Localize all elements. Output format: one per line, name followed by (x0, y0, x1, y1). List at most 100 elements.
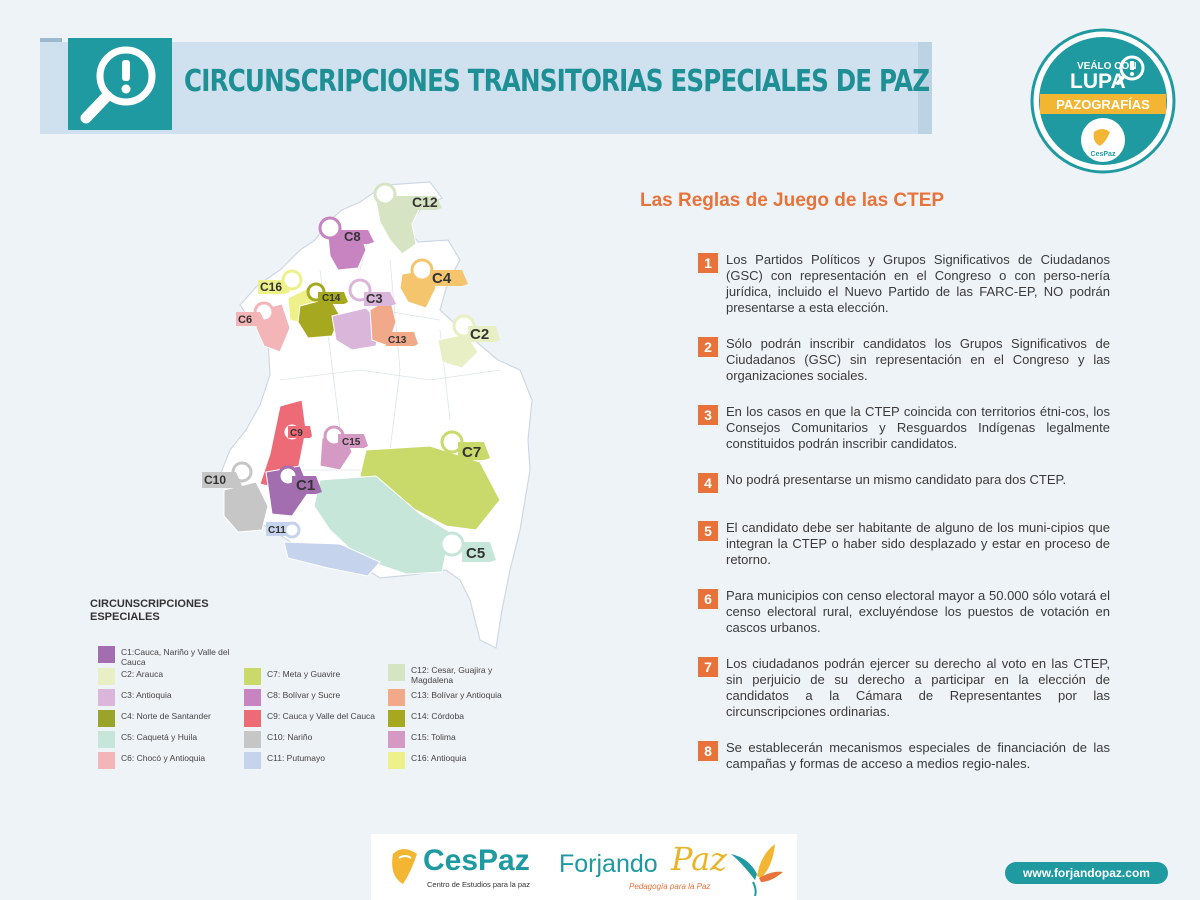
rule-item: 4 No podrá presentarse un mismo candidat… (698, 472, 1110, 493)
label-c2: C2 (470, 326, 489, 343)
legend-item-c9: C9: Cauca y Valle del Cauca (244, 710, 384, 727)
region-c5 (313, 475, 451, 575)
legend-swatch (244, 689, 261, 706)
callout-c16: C16 (258, 269, 303, 294)
legend-label: C11: Putumayo (267, 753, 325, 763)
legend-swatch (98, 646, 115, 663)
callout-c1: C1 (277, 465, 322, 494)
legend-item-c2: C2: Arauca (98, 668, 238, 685)
legend-swatch (388, 731, 405, 748)
label-c9: C9 (290, 428, 303, 439)
badge-ribbon: PAZOGRAFÍAS (1056, 97, 1150, 112)
label-c12: C12 (412, 194, 438, 210)
callout-c13: C13 (386, 332, 418, 346)
callout-c5: C5 (439, 531, 496, 562)
legend-swatch (98, 710, 115, 727)
label-c7: C7 (462, 444, 481, 461)
legend-label: C7: Meta y Guavire (267, 669, 341, 679)
cespaz-name: CesPaz (423, 844, 530, 877)
legend-label: C5: Caquetá y Huila (121, 732, 198, 742)
legend-swatch (388, 664, 405, 681)
legend-item-c7: C7: Meta y Guavire (244, 668, 384, 685)
legend-swatch (98, 752, 115, 769)
cespaz-logo-icon (392, 849, 417, 884)
legend-label: C14: Córdoba (411, 711, 464, 721)
label-c6: C6 (238, 314, 252, 326)
callout-c3: C3 (348, 278, 396, 306)
header-banner: CIRCUNSCRIPCIONES TRANSITORIAS ESPECIALE… (40, 38, 932, 136)
legend-label: C12: Cesar, Guajira y Magdalena (411, 665, 493, 685)
colombia-map: C12 C8 C4 C16 C14 C3 C6 C13 C2 (202, 181, 533, 649)
callout-c11: C11 (266, 521, 301, 539)
badge-line2: LUPA (1070, 70, 1126, 93)
rule-text: En los casos en que la CTEP coincida con… (726, 404, 1110, 451)
region-c10 (223, 481, 269, 533)
rule-number: 8 (698, 741, 718, 761)
legend-swatch (98, 731, 115, 748)
legend-label: C16: Antioquia (411, 753, 467, 763)
legend-swatch (244, 752, 261, 769)
callout-c9: C9 (281, 421, 312, 443)
legend-item-c15: C15: Tolima (388, 731, 528, 748)
forjando-subtitle: Pedagogía para la Paz (629, 882, 711, 891)
rule-text: Para municipios con censo electoral mayo… (726, 588, 1110, 635)
banner-fold-left (40, 38, 62, 44)
legend-title: CIRCUNSCRIPCIONES ESPECIALES (90, 598, 209, 623)
rule-text: El candidato debe ser habitante de algun… (726, 520, 1110, 567)
label-c8: C8 (344, 229, 361, 244)
paz-name: Paz (671, 840, 728, 878)
label-c14: C14 (322, 293, 341, 304)
footer-logos: CesPaz Centro de Estudios para la paz Fo… (371, 834, 797, 900)
cespaz-subtitle: Centro de Estudios para la paz (427, 880, 530, 889)
rule-number: 7 (698, 657, 718, 677)
rule-item: 8 Se establecerán mecanismos especiales … (698, 740, 1110, 772)
legend-item-c13: C13: Bolívar y Antioquia (388, 689, 528, 706)
legend-label: C1:Cauca, Nariño y Valle del Cauca (121, 647, 230, 667)
callout-c4: C4 (410, 258, 468, 287)
pazografias-badge: VEÁLO CON LUPA PAZOGRAFÍAS CesPaz (1030, 28, 1176, 174)
legend-item-c16: C16: Antioquia (388, 752, 528, 769)
legend-label: C8: Bolívar y Sucre (267, 690, 341, 700)
magnifier-icon (68, 38, 172, 130)
legend-swatch (244, 710, 261, 727)
callout-c12: C12 (373, 182, 442, 210)
callout-c2: C2 (452, 314, 500, 343)
callout-c6: C6 (236, 301, 275, 326)
forjando-name: Forjando (559, 850, 658, 878)
hummingbird-logo-icon (731, 844, 783, 896)
rule-text: Los Partidos Políticos y Grupos Signific… (726, 252, 1110, 315)
rule-text: No podrá presentarse un mismo candidato … (726, 472, 1067, 487)
legend-item-c1: C1:Cauca, Nariño y Valle del Cauca (98, 646, 238, 667)
map-country-outline (219, 181, 533, 649)
legend-swatch (388, 752, 405, 769)
rule-number: 4 (698, 473, 718, 493)
rule-item: 5 El candidato debe ser habitante de alg… (698, 520, 1110, 568)
rules-title: Las Reglas de Juego de las CTEP (640, 190, 945, 211)
label-c3: C3 (366, 291, 383, 306)
callout-c8: C8 (318, 216, 374, 244)
rule-text: Sólo podrán inscribir candidatos los Gru… (726, 336, 1110, 383)
legend-swatch (98, 668, 115, 685)
legend-swatch (244, 731, 261, 748)
label-c16: C16 (260, 280, 282, 294)
label-c1: C1 (296, 477, 315, 494)
callout-c10: C10 (202, 461, 253, 488)
rule-text: Se establecerán mecanismos especiales de… (726, 740, 1110, 771)
label-c4: C4 (432, 270, 452, 287)
legend-item-c11: C11: Putumayo (244, 752, 384, 769)
legend-label: C6: Chocó y Antioquia (121, 753, 206, 763)
label-c5: C5 (466, 545, 485, 562)
legend-item-c5: C5: Caquetá y Huila (98, 731, 238, 748)
legend-label: C2: Arauca (121, 669, 164, 679)
label-c15: C15 (342, 437, 361, 448)
region-c3 (331, 307, 381, 351)
page-title: CIRCUNSCRIPCIONES TRANSITORIAS ESPECIALE… (184, 64, 930, 99)
banner-background (40, 42, 920, 134)
rule-number: 3 (698, 405, 718, 425)
rule-item: 2 Sólo podrán inscribir candidatos los G… (698, 336, 1110, 384)
legend-item-c8: C8: Bolívar y Sucre (244, 689, 384, 706)
rule-number: 6 (698, 589, 718, 609)
website-link[interactable]: www.forjandopaz.com (1005, 862, 1168, 884)
label-c10: C10 (204, 473, 226, 487)
label-c13: C13 (388, 335, 407, 346)
